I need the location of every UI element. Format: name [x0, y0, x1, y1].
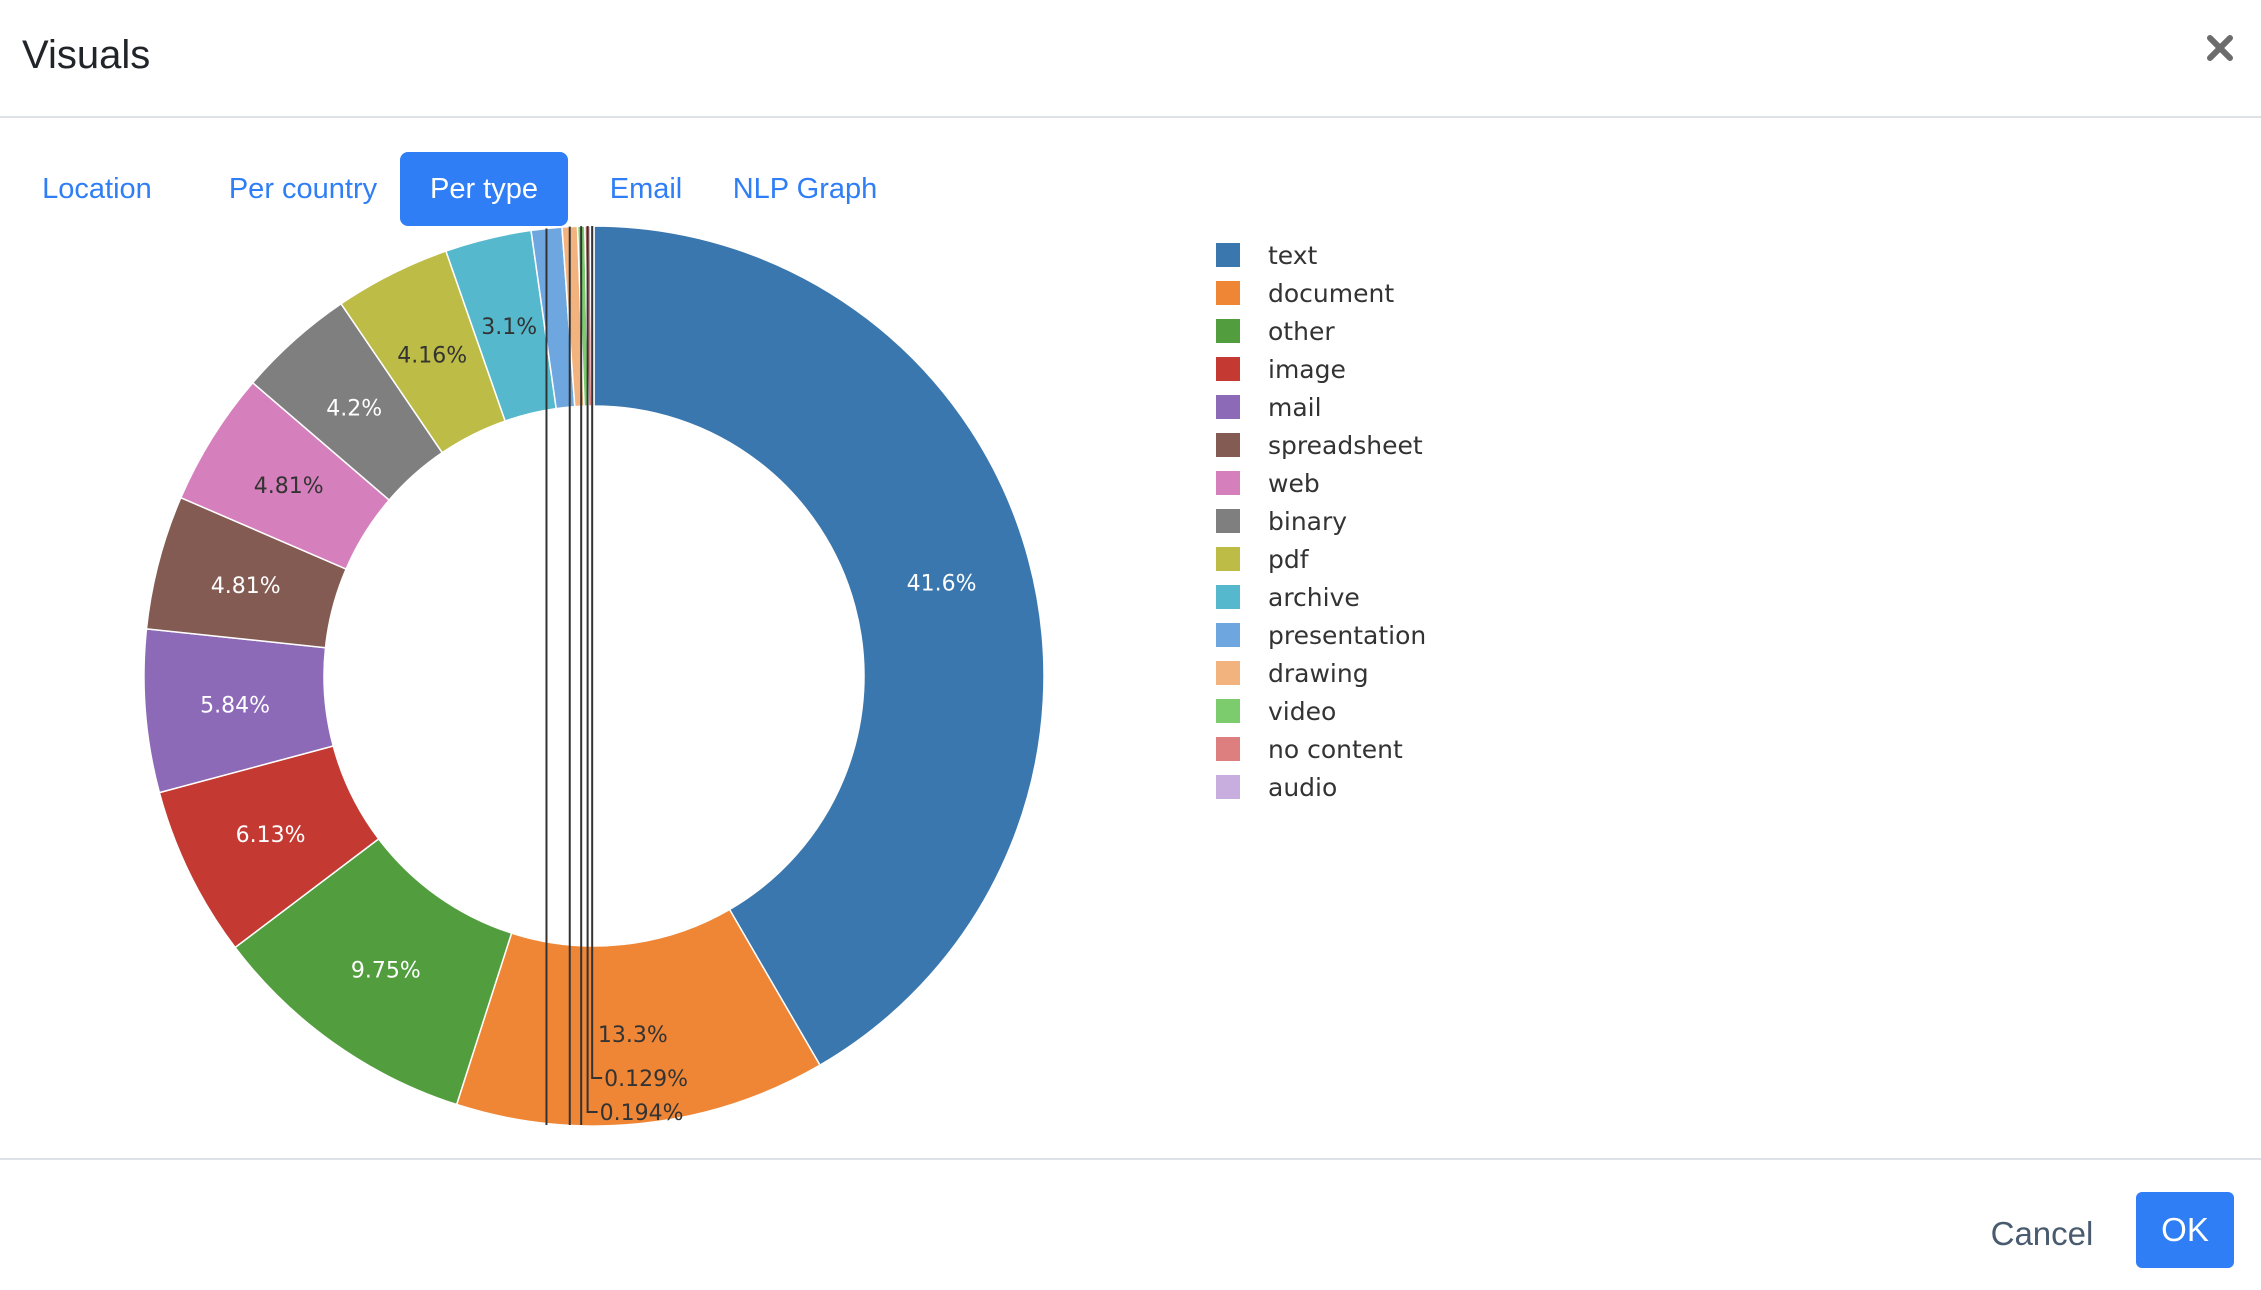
tab-nlp-graph[interactable]: NLP Graph	[732, 173, 878, 205]
slice-label-web: 4.81%	[254, 474, 324, 499]
close-button[interactable]	[2200, 28, 2240, 68]
tab-per-type[interactable]: Per type	[400, 152, 568, 226]
legend-swatch-text[interactable]	[1216, 243, 1240, 267]
legend-swatch-other[interactable]	[1216, 319, 1240, 343]
slice-label-pdf: 4.16%	[397, 343, 467, 368]
legend-label-text[interactable]: text	[1268, 241, 1318, 270]
legend-swatch-no-content[interactable]	[1216, 737, 1240, 761]
legend-swatch-web[interactable]	[1216, 471, 1240, 495]
legend-label-presentation[interactable]: presentation	[1268, 621, 1426, 650]
slice-label-mail: 5.84%	[200, 693, 270, 718]
slice-label-document: 13.3%	[598, 1023, 668, 1048]
legend-swatch-document[interactable]	[1216, 281, 1240, 305]
legend-swatch-pdf[interactable]	[1216, 547, 1240, 571]
leader-line-no-content	[586, 226, 598, 1113]
legend-swatch-image[interactable]	[1216, 357, 1240, 381]
legend-label-web[interactable]: web	[1268, 469, 1320, 498]
legend-label-spreadsheet[interactable]: spreadsheet	[1268, 431, 1423, 460]
legend-swatch-drawing[interactable]	[1216, 661, 1240, 685]
leader-line-audio	[591, 226, 603, 1079]
legend-label-video[interactable]: video	[1268, 697, 1336, 726]
dialog-footer: Cancel OK	[0, 1158, 2261, 1290]
slice-label-spreadsheet: 4.81%	[211, 574, 281, 599]
close-icon	[2207, 35, 2233, 61]
legend-swatch-spreadsheet[interactable]	[1216, 433, 1240, 457]
legend-label-binary[interactable]: binary	[1268, 507, 1347, 536]
legend-swatch-mail[interactable]	[1216, 395, 1240, 419]
legend-label-audio[interactable]: audio	[1268, 773, 1337, 802]
slice-label-other: 9.75%	[351, 959, 421, 984]
legend-label-other[interactable]: other	[1268, 317, 1335, 346]
legend-label-mail[interactable]: mail	[1268, 393, 1322, 422]
slice-label-audio: 0.129%	[604, 1067, 688, 1092]
legend-label-no-content[interactable]: no content	[1268, 735, 1403, 764]
slice-label-binary: 4.2%	[326, 396, 382, 421]
slice-label-text: 41.6%	[907, 571, 977, 596]
slice-label-image: 6.13%	[236, 823, 306, 848]
legend-swatch-archive[interactable]	[1216, 585, 1240, 609]
legend-label-image[interactable]: image	[1268, 355, 1346, 384]
dialog-title: Visuals	[22, 33, 151, 77]
legend-label-pdf[interactable]: pdf	[1268, 545, 1310, 574]
tab-email[interactable]: Email	[609, 173, 683, 205]
legend-swatch-presentation[interactable]	[1216, 623, 1240, 647]
donut-chart: 41.6% 13.3% 9.75% 6.13% 5.84% 4.81% 4.81% 4.2% 4…	[143, 225, 1426, 1127]
tab-location[interactable]: Location	[42, 173, 152, 205]
legend-swatch-audio[interactable]	[1216, 775, 1240, 799]
slice-label-no-content: 0.194%	[600, 1101, 684, 1126]
dialog-header: Visuals	[0, 0, 2261, 118]
tab-per-country[interactable]: Per country	[228, 173, 378, 205]
cancel-button[interactable]: Cancel	[1990, 1215, 2094, 1252]
legend-label-drawing[interactable]: drawing	[1268, 659, 1369, 688]
legend-label-archive[interactable]: archive	[1268, 583, 1360, 612]
legend-swatch-video[interactable]	[1216, 699, 1240, 723]
legend-label-document[interactable]: document	[1268, 279, 1394, 308]
slice-text[interactable]	[593, 225, 1045, 1067]
ok-button[interactable]: OK	[2136, 1192, 2234, 1268]
slice-label-archive: 3.1%	[481, 315, 537, 340]
legend-swatch-binary[interactable]	[1216, 509, 1240, 533]
